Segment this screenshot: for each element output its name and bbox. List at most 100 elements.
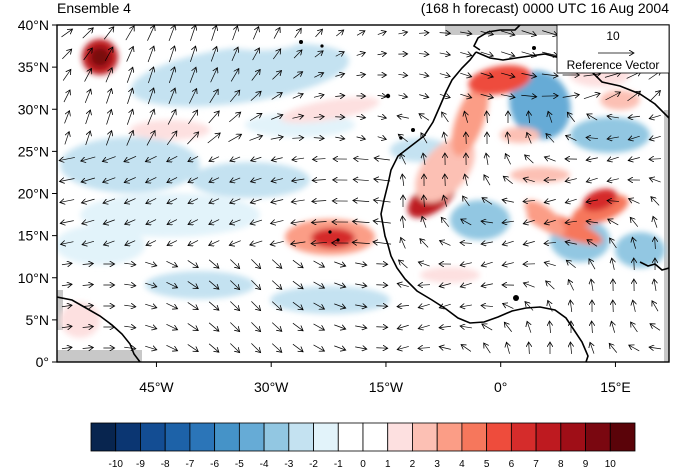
wind-arrow (521, 73, 536, 76)
wind-arrow (420, 239, 429, 248)
wind-arrow (653, 216, 657, 228)
wind-arrow (145, 325, 157, 329)
wind-arrow (567, 112, 575, 122)
wind-arrow (546, 281, 555, 290)
wind-arrow (147, 46, 154, 63)
wind-arrow (418, 325, 430, 328)
wind-arrow (251, 322, 260, 331)
wind-arrow (124, 156, 137, 161)
wind-arrow (167, 109, 176, 125)
wind-arrow (418, 304, 430, 307)
wind-arrow (373, 200, 391, 202)
anomaly-blob (451, 83, 489, 157)
wind-arrow (423, 153, 425, 165)
wind-arrow (81, 156, 96, 161)
wind-arrow (103, 177, 116, 183)
wind-arrow (548, 300, 553, 312)
wind-arrow (146, 240, 157, 246)
wind-arrow (124, 305, 136, 307)
wind-arrow (147, 25, 154, 41)
wind-arrow (292, 322, 303, 331)
anomaly-blob (500, 127, 540, 143)
wind-arrow (487, 111, 488, 124)
anomaly-blob (90, 47, 110, 67)
lat-tick-label: 40°N (18, 17, 49, 33)
anomaly-blob (510, 167, 570, 183)
wind-arrow (397, 116, 409, 119)
colorbar-swatch (609, 422, 636, 452)
wind-arrow (209, 240, 220, 246)
anomaly-blob (270, 286, 390, 314)
anomaly-blob (131, 43, 349, 107)
wind-arrow (480, 94, 494, 97)
colorbar-label: -1 (334, 459, 343, 470)
wind-arrow (443, 195, 446, 207)
wind-arrow (356, 74, 365, 75)
colorbar-swatch (486, 422, 512, 452)
wind-arrow (460, 326, 472, 328)
wind-arrow (607, 157, 619, 161)
wind-arrow (523, 178, 535, 181)
anomaly-blob (570, 117, 650, 153)
wind-arrow (230, 301, 239, 310)
lon-tick-label: 45°W (139, 379, 174, 395)
wind-arrow (81, 199, 95, 203)
wind-arrow (591, 279, 593, 291)
wind-arrow (334, 261, 345, 266)
wind-arrow (208, 111, 219, 124)
wind-arrow (270, 137, 283, 139)
wind-arrow (61, 305, 72, 307)
wind-arrow (355, 326, 367, 328)
wind-arrow (355, 347, 367, 349)
wind-arrow (650, 324, 661, 331)
wind-arrow (271, 93, 283, 100)
anomaly-blob (190, 162, 310, 198)
wind-arrow (544, 157, 556, 162)
wind-arrow (145, 283, 157, 287)
wind-arrow (523, 241, 535, 244)
wind-arrow (190, 46, 195, 63)
wind-arrow (168, 25, 175, 42)
wind-arrow (228, 134, 241, 142)
wind-arrow (439, 53, 451, 55)
wind-arrow (291, 221, 306, 223)
wind-arrow (440, 241, 451, 246)
wind-arrow (208, 322, 219, 331)
anomaly-blob (60, 137, 200, 193)
wind-arrow (439, 347, 451, 350)
colorbar-swatch (337, 422, 364, 452)
wind-arrow (376, 327, 387, 328)
colorbar-swatch (90, 422, 117, 452)
wind-arrow (610, 238, 617, 249)
colorbar-swatch (164, 422, 191, 452)
wind-arrow (292, 280, 303, 289)
wind-arrow (439, 304, 451, 308)
wind-arrow (628, 157, 640, 160)
wind-arrow (334, 282, 345, 287)
wind-arrow (313, 281, 325, 288)
wind-arrow (292, 259, 303, 268)
wind-arrow (188, 156, 199, 161)
wind-arrow (527, 321, 531, 333)
map-plot-area (57, 25, 669, 362)
wind-arrow (249, 113, 262, 121)
wind-arrow (586, 137, 599, 138)
wind-arrow (313, 344, 325, 351)
wind-arrow (147, 88, 153, 105)
wind-arrow (649, 347, 661, 349)
reference-vector-label: Reference Vector (567, 58, 660, 72)
wind-arrow (271, 322, 282, 332)
wind-arrow (292, 94, 303, 99)
wind-arrow (604, 73, 621, 78)
wind-arrow (502, 263, 514, 266)
wind-arrow (334, 324, 345, 329)
wind-arrow (59, 178, 75, 181)
anomaly-blob (582, 188, 618, 212)
wind-arrow (271, 220, 284, 223)
wind-arrow (356, 116, 365, 117)
lat-tick-label: 15°N (18, 228, 49, 244)
wind-arrow (377, 31, 386, 34)
wind-arrow (356, 31, 365, 36)
wind-arrow (104, 241, 115, 245)
wind-arrow (188, 177, 199, 183)
